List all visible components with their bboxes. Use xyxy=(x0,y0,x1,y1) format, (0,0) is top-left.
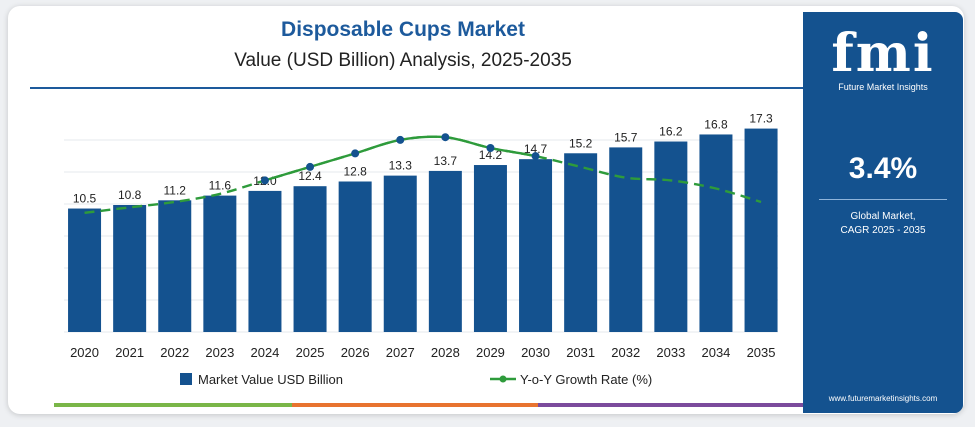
x-tick-label: 2027 xyxy=(386,345,415,360)
bar xyxy=(564,153,598,332)
cagr-label: Global Market, CAGR 2025 - 2035 xyxy=(803,210,963,238)
bar-value-label: 12.8 xyxy=(343,164,367,178)
bar xyxy=(744,128,778,332)
bar xyxy=(428,170,462,332)
growth-rate-marker xyxy=(531,152,540,161)
bar-value-label: 16.2 xyxy=(659,125,683,139)
x-tick-label: 2030 xyxy=(521,345,550,360)
x-tick-label: 2029 xyxy=(476,345,505,360)
growth-rate-marker xyxy=(260,176,269,185)
bar-value-label: 10.5 xyxy=(73,192,97,206)
bar-value-label: 15.7 xyxy=(614,130,638,144)
panel-divider xyxy=(819,199,947,200)
chart-card: Disposable Cups Market Value (USD Billio… xyxy=(8,6,964,414)
bar-line-chart: 10.5202010.8202111.2202211.6202312.02024… xyxy=(64,112,778,387)
x-tick-label: 2028 xyxy=(431,345,460,360)
bar-value-label: 14.7 xyxy=(524,142,548,156)
x-tick-label: 2024 xyxy=(250,345,279,360)
bar xyxy=(68,208,102,332)
bar xyxy=(293,186,327,332)
bar-value-label: 12.4 xyxy=(298,169,322,183)
chart-title: Disposable Cups Market xyxy=(281,18,525,41)
x-tick-label: 2034 xyxy=(701,345,730,360)
website-link[interactable]: www.futuremarketinsights.com xyxy=(828,394,938,403)
bar-value-label: 13.7 xyxy=(434,154,458,168)
bar xyxy=(113,205,147,332)
legend-bar-swatch xyxy=(180,373,192,385)
x-tick-label: 2026 xyxy=(341,345,370,360)
bar-value-label: 11.6 xyxy=(209,179,232,193)
x-tick-label: 2035 xyxy=(747,345,776,360)
bar xyxy=(248,190,282,332)
growth-rate-marker xyxy=(396,135,405,144)
brand-logo-subtitle: Future Market Insights xyxy=(838,82,928,92)
bar xyxy=(609,147,643,332)
cagr-label-line2: CAGR 2025 - 2035 xyxy=(840,225,926,236)
x-tick-label: 2022 xyxy=(160,345,189,360)
x-tick-label: 2023 xyxy=(205,345,234,360)
growth-rate-marker xyxy=(351,149,360,158)
bar-value-label: 15.2 xyxy=(569,136,593,150)
bottom-accent-green xyxy=(54,403,292,407)
bar xyxy=(383,175,417,332)
growth-rate-marker xyxy=(306,162,315,171)
bar xyxy=(699,134,733,332)
bottom-accent-purple xyxy=(538,403,803,407)
brand-logo: fmi xyxy=(831,23,935,84)
bar-value-label: 17.3 xyxy=(749,112,773,126)
bar-value-label: 16.8 xyxy=(704,117,728,131)
bar xyxy=(654,141,688,332)
bar xyxy=(203,195,237,332)
bar-value-label: 14.2 xyxy=(479,148,503,162)
legend-line-label: Y-o-Y Growth Rate (%) xyxy=(520,372,652,387)
info-panel: fmi Future Market Insights 3.4% Global M… xyxy=(803,12,963,413)
bottom-accent-orange xyxy=(292,403,538,407)
bar-value-label: 13.3 xyxy=(389,159,413,173)
title-divider xyxy=(30,87,810,89)
x-tick-label: 2025 xyxy=(296,345,325,360)
growth-rate-marker xyxy=(486,144,495,152)
x-tick-label: 2021 xyxy=(115,345,144,360)
chart-subtitle: Value (USD Billion) Analysis, 2025-2035 xyxy=(234,50,572,71)
bar xyxy=(473,165,507,332)
legend-bar-label: Market Value USD Billion xyxy=(198,372,343,387)
bar-value-label: 10.8 xyxy=(118,188,142,202)
bar xyxy=(338,181,372,332)
bar xyxy=(519,159,553,332)
x-tick-label: 2033 xyxy=(656,345,685,360)
growth-rate-line xyxy=(84,135,762,214)
x-tick-label: 2031 xyxy=(566,345,595,360)
cagr-label-line1: Global Market, xyxy=(850,211,916,222)
cagr-value: 3.4% xyxy=(848,152,918,185)
bar xyxy=(158,200,192,332)
bar-value-label: 11.2 xyxy=(164,183,187,197)
legend-line-marker xyxy=(499,375,507,383)
x-tick-label: 2032 xyxy=(611,345,640,360)
x-tick-label: 2020 xyxy=(70,345,99,360)
growth-rate-marker xyxy=(441,133,450,142)
